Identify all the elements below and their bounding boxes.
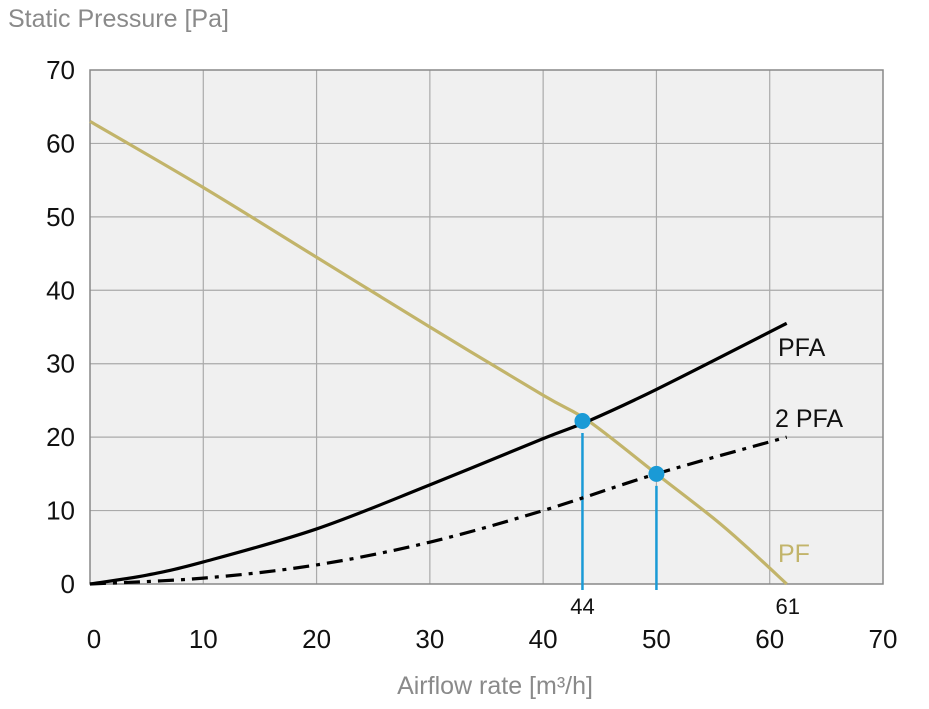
y-tick-label: 50 xyxy=(46,202,75,232)
x-axis-title: Airflow rate [m³/h] xyxy=(397,672,593,700)
x-tick-label: 70 xyxy=(869,624,898,654)
x-tick-label: 50 xyxy=(642,624,671,654)
series-line-pf xyxy=(89,120,788,586)
y-tick-label: 70 xyxy=(46,55,75,85)
operating-point xyxy=(574,412,591,429)
x-tick-label: 0 xyxy=(87,624,101,654)
series-label-2-pfa: 2 PFA xyxy=(775,405,843,433)
y-tick-label: 60 xyxy=(46,128,75,158)
series-line-pfa xyxy=(89,321,788,586)
y-tick-label: 0 xyxy=(61,569,75,599)
y-tick-label: 40 xyxy=(46,275,75,305)
x-annotation-label: 61 xyxy=(775,594,799,619)
x-tick-label: 30 xyxy=(415,624,444,654)
operating-point xyxy=(648,465,665,482)
y-axis-title: Static Pressure [Pa] xyxy=(8,5,229,33)
x-tick-label: 20 xyxy=(302,624,331,654)
x-tick-label: 60 xyxy=(755,624,784,654)
operating-point-label: 44 xyxy=(570,594,594,619)
plot-border xyxy=(89,69,884,585)
series-label-pf: PF xyxy=(778,540,810,568)
y-tick-label: 20 xyxy=(46,422,75,452)
x-tick-label: 10 xyxy=(189,624,218,654)
y-tick-label: 10 xyxy=(46,496,75,526)
y-tick-label: 30 xyxy=(46,349,75,379)
x-tick-label: 40 xyxy=(529,624,558,654)
plot-area xyxy=(90,70,883,584)
series-label-pfa: PFA xyxy=(778,334,826,362)
